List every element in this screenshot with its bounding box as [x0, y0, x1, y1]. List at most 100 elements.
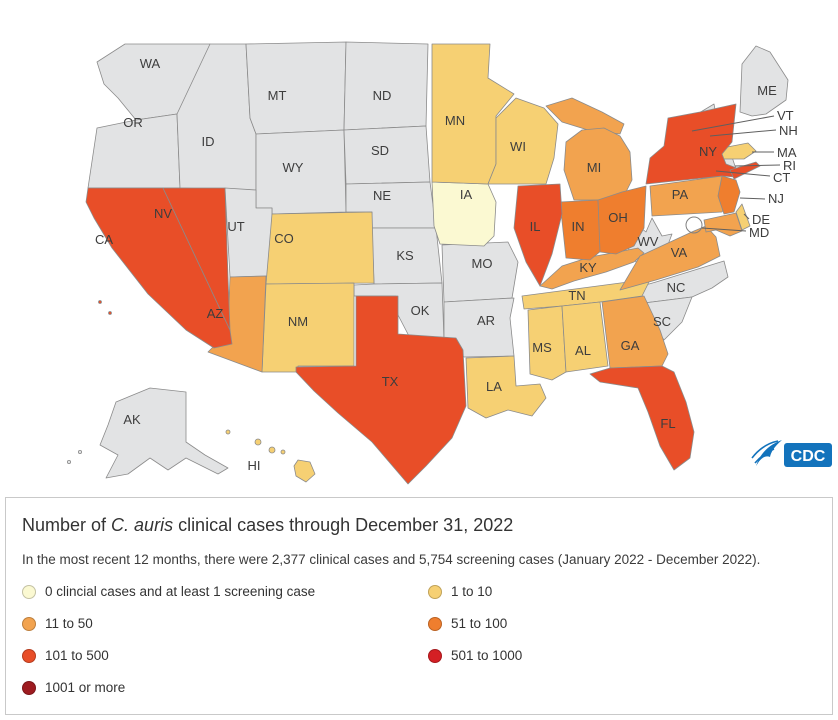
label-KS: KS — [396, 248, 414, 263]
label-TN: TN — [568, 288, 585, 303]
label-OH: OH — [608, 210, 628, 225]
map-title-suffix: clinical cases through December 31, 2022 — [173, 515, 514, 535]
label-OR: OR — [123, 115, 143, 130]
label-CT: CT — [773, 170, 790, 185]
state-HI-island[interactable] — [268, 446, 276, 454]
callout-lines — [691, 115, 781, 232]
legend-item: 101 to 500 — [22, 648, 428, 663]
legend-label: 51 to 100 — [451, 616, 508, 631]
state-HI-island[interactable] — [225, 429, 231, 435]
label-NE: NE — [373, 188, 391, 203]
state-FL[interactable] — [589, 365, 695, 471]
state-KY[interactable] — [539, 247, 645, 290]
state-NV[interactable] — [162, 187, 231, 331]
label-AZ: AZ — [207, 306, 224, 321]
state-HI-island[interactable] — [280, 449, 286, 455]
state-HI[interactable] — [293, 459, 316, 483]
label-RI: RI — [783, 158, 796, 173]
label-WY: WY — [283, 160, 304, 175]
state-AK[interactable] — [99, 387, 229, 479]
state-ND[interactable] — [343, 41, 429, 131]
state-labels: WA OR CA NV ID MT WY UT AZ CO NM ND SD N… — [95, 56, 798, 473]
label-TX: TX — [382, 374, 399, 389]
label-PA: PA — [672, 187, 689, 202]
state-CA-island[interactable] — [98, 300, 102, 304]
state-AK-island[interactable] — [78, 449, 83, 454]
legend-label: 501 to 1000 — [451, 648, 523, 663]
label-MT: MT — [268, 88, 287, 103]
legend-swatch-51-100 — [428, 616, 442, 631]
label-FL: FL — [660, 416, 675, 431]
legend-item: 1 to 10 — [428, 584, 818, 599]
state-LA[interactable] — [465, 355, 547, 419]
label-MA: MA — [777, 145, 797, 160]
label-IN: IN — [572, 219, 585, 234]
state-CA-island[interactable] — [108, 311, 112, 315]
state-VA[interactable] — [619, 225, 721, 291]
label-HI: HI — [248, 458, 261, 473]
state-MN[interactable] — [431, 43, 515, 185]
label-AK: AK — [123, 412, 141, 427]
state-IL[interactable] — [513, 183, 563, 287]
label-MI: MI — [587, 160, 601, 175]
legend-item: 1001 or more — [22, 680, 428, 695]
label-VA: VA — [671, 245, 688, 260]
label-ND: ND — [373, 88, 392, 103]
state-CO[interactable] — [265, 211, 375, 285]
dc-area-circle-annotation — [685, 216, 703, 234]
state-AK-island[interactable] — [67, 459, 72, 464]
state-TX[interactable] — [295, 295, 467, 485]
hhs-eagle-wing-icon — [751, 440, 779, 464]
state-HI-island[interactable] — [254, 438, 262, 446]
state-OH[interactable] — [597, 185, 647, 255]
legend-swatch-501-1000 — [428, 648, 442, 663]
hhs-eagle-icon — [756, 440, 782, 466]
legend-item: 51 to 100 — [428, 616, 818, 631]
legend-label: 1 to 10 — [451, 584, 493, 599]
state-IA[interactable] — [431, 181, 497, 247]
map-title-prefix: Number of — [22, 515, 112, 535]
legend-grid: 0 clincial cases and at least 1 screenin… — [22, 584, 818, 695]
label-AL: AL — [575, 343, 591, 358]
cdc-logo-box — [784, 443, 832, 467]
state-MO[interactable] — [441, 241, 519, 303]
state-MT[interactable] — [245, 41, 347, 135]
label-IL: IL — [530, 219, 541, 234]
state-MS[interactable] — [527, 305, 567, 381]
legend-swatch-0-screening — [22, 584, 36, 599]
map-title-species: C. auris — [111, 515, 174, 535]
cdc-logo-text: CDC — [791, 448, 826, 465]
states-layer — [67, 41, 789, 485]
state-ME[interactable] — [739, 45, 789, 117]
label-UT: UT — [227, 219, 244, 234]
label-MN: MN — [445, 113, 465, 128]
label-AR: AR — [477, 313, 495, 328]
legend-item: 501 to 1000 — [428, 648, 818, 663]
label-NJ: NJ — [768, 191, 784, 206]
label-ID: ID — [202, 134, 215, 149]
state-WI[interactable] — [487, 97, 559, 185]
map-subtitle: In the most recent 12 months, there were… — [22, 552, 761, 567]
state-MI[interactable] — [563, 127, 633, 201]
state-MI-upper[interactable] — [545, 97, 625, 135]
legend-item: 0 clincial cases and at least 1 screenin… — [22, 584, 428, 599]
legend-label: 1001 or more — [45, 680, 126, 695]
state-IN[interactable] — [559, 199, 603, 261]
us-choropleth-map: WA OR CA NV ID MT WY UT AZ CO NM ND SD N… — [67, 41, 832, 485]
state-NY-long-island[interactable] — [729, 161, 761, 180]
legend-swatch-1-10 — [428, 584, 442, 599]
label-IA: IA — [460, 187, 473, 202]
map-title: Number of C. auris clinical cases throug… — [22, 515, 818, 536]
legend-label: 11 to 50 — [45, 616, 93, 631]
label-LA: LA — [486, 379, 502, 394]
label-NM: NM — [288, 314, 308, 329]
label-NY: NY — [699, 144, 717, 159]
legend-swatch-1001-more — [22, 680, 36, 695]
label-CA: CA — [95, 232, 113, 247]
label-GA: GA — [621, 338, 640, 353]
label-ME: ME — [757, 83, 777, 98]
state-NJ[interactable] — [717, 175, 741, 215]
state-AL[interactable] — [561, 301, 609, 373]
legend-item: 11 to 50 — [22, 616, 428, 631]
label-SC: SC — [653, 314, 671, 329]
